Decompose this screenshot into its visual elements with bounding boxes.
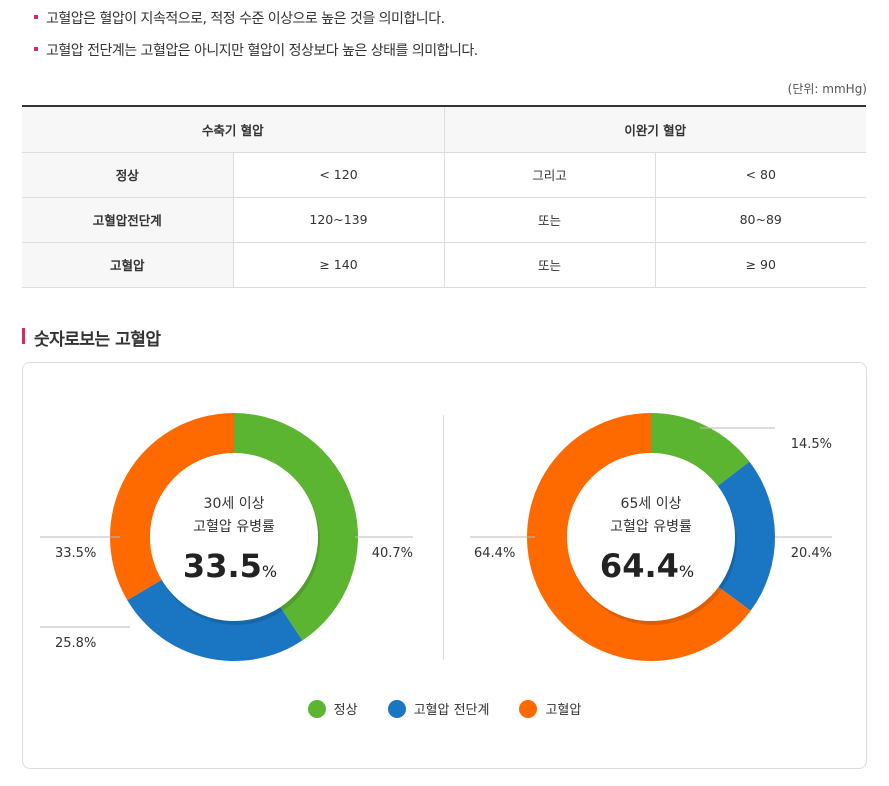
row-label: 고혈압전단계 (22, 197, 233, 243)
legend-item-high: 고혈압 (519, 699, 581, 718)
cell: ≥ 140 (232, 242, 444, 288)
data-label: 14.5% (791, 437, 832, 452)
row-label: 정상 (22, 152, 233, 198)
legend-label: 고혈압 전단계 (413, 703, 490, 718)
row-label: 고혈압 (22, 242, 233, 288)
donut-slice (651, 413, 750, 486)
legend-label: 정상 (333, 703, 358, 718)
center-subtitle: 고혈압 유병률 (193, 519, 275, 535)
legend-swatch (519, 699, 538, 718)
center-value: 33.5% (183, 547, 277, 585)
chart-card (22, 362, 867, 769)
divider (443, 415, 444, 660)
cell: < 80 (654, 152, 866, 198)
donut-slice (127, 579, 303, 662)
table-row: 정상 < 120 그리고 < 80 (22, 152, 866, 198)
header-systolic: 수축기 혈압 (22, 106, 444, 153)
legend-item-pre: 고혈압 전단계 (387, 699, 490, 718)
donut-slice (527, 413, 751, 661)
legend-item-normal: 정상 (307, 699, 358, 718)
center-title: 30세 이상 (204, 496, 265, 512)
cell: < 120 (232, 152, 444, 198)
donut-slice (234, 413, 358, 641)
data-label: 64.4% (474, 546, 515, 561)
data-label: 25.8% (55, 636, 96, 651)
cell: 그리고 (443, 152, 655, 198)
header-diastolic: 이완기 혈압 (443, 106, 866, 153)
cell: 120~139 (232, 197, 444, 243)
center-value: 64.4% (600, 547, 694, 585)
cell: 또는 (443, 197, 655, 243)
cell: ≥ 90 (654, 242, 866, 288)
data-label: 33.5% (55, 546, 96, 561)
donut-slice (110, 413, 234, 601)
bullet-item: 고혈압은 혈압이 지속적으로, 적정 수준 이상으로 높은 것을 의미합니다. (34, 8, 445, 28)
center-subtitle: 고혈압 유병률 (610, 519, 692, 535)
legend: 정상 고혈압 전단계 고혈압 (0, 699, 889, 718)
unit-label: (단위: mmHg) (787, 82, 867, 96)
center-title: 65세 이상 (621, 496, 682, 512)
donut-slice (717, 461, 776, 611)
legend-label: 고혈압 (545, 703, 582, 718)
center-circle (150, 453, 318, 621)
center-circle (567, 453, 735, 621)
cell: 80~89 (654, 197, 866, 243)
section-title: 숫자로보는 고혈압 (22, 325, 161, 350)
bullet-item: 고혈압 전단계는 고혈압은 아니지만 혈압이 정상보다 높은 상태를 의미합니다… (34, 40, 478, 60)
blood-pressure-table: 수축기 혈압 이완기 혈압 정상 < 120 그리고 < 80 고혈압전단계 120~13… (22, 105, 866, 288)
data-label: 40.7% (372, 546, 413, 561)
table-row: 고혈압 ≥ 140 또는 ≥ 90 (22, 242, 866, 288)
cell: 또는 (443, 242, 655, 288)
legend-swatch (387, 699, 406, 718)
legend-swatch (307, 699, 326, 718)
data-label: 20.4% (791, 546, 832, 561)
table-row: 고혈압전단계 120~139 또는 80~89 (22, 197, 866, 243)
